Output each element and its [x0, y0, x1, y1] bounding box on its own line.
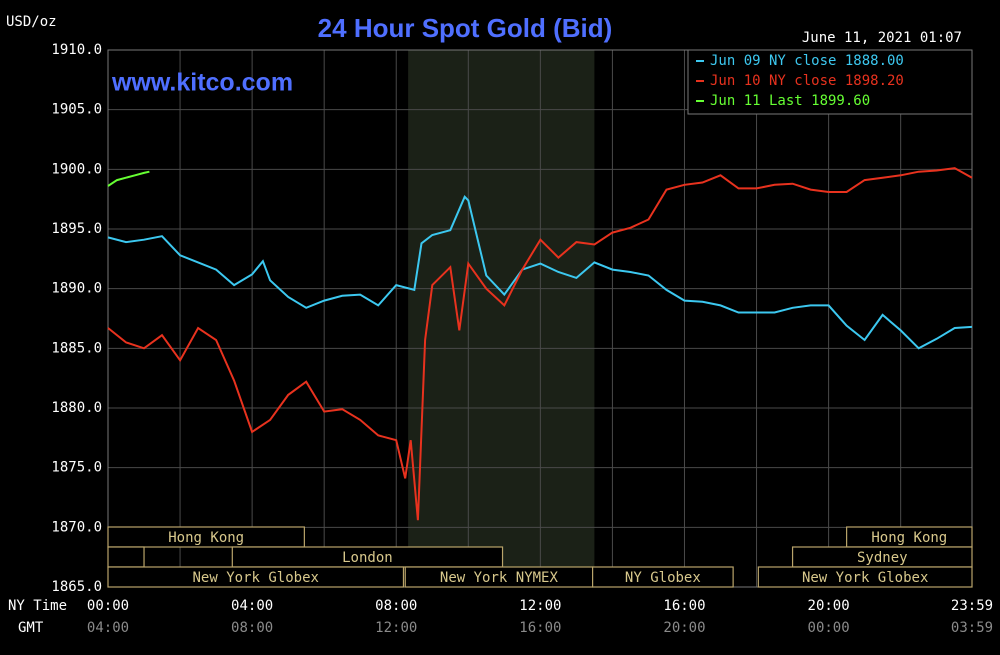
- session-box: [107, 566, 405, 588]
- session-label: New York Globex: [193, 570, 319, 586]
- y-axis-label: USD/oz: [6, 14, 57, 30]
- session-box: [107, 546, 145, 568]
- x-tick-label: 12:00: [519, 598, 561, 614]
- session-label: Sydney: [857, 550, 908, 566]
- y-tick-label: 1890.0: [51, 281, 102, 297]
- timestamp: June 11, 2021 01:07: [802, 30, 962, 46]
- secondary-x-tick-label: 08:00: [231, 620, 273, 636]
- y-tick-label: 1865.0: [51, 579, 102, 595]
- secondary-x-tick-label: 16:00: [519, 620, 561, 636]
- session-box: [757, 566, 973, 588]
- x-tick-label: 00:00: [87, 598, 129, 614]
- secondary-x-tick-label: 00:00: [808, 620, 850, 636]
- legend-box: [687, 49, 973, 115]
- chart-title: 24 Hour Spot Gold (Bid): [318, 13, 613, 43]
- session-label: Hong Kong: [168, 530, 244, 546]
- x-tick-label: 16:00: [663, 598, 705, 614]
- price-line: [107, 170, 150, 187]
- secondary-x-tick-label: 12:00: [375, 620, 417, 636]
- y-tick-label: 1875.0: [51, 460, 102, 476]
- y-tick-label: 1870.0: [51, 519, 102, 535]
- x-tick-label: 23:59: [951, 598, 993, 614]
- secondary-x-tick-label: 04:00: [87, 620, 129, 636]
- y-tick-label: 1910.0: [51, 42, 102, 58]
- y-tick-label: 1885.0: [51, 340, 102, 356]
- x-tick-label: 08:00: [375, 598, 417, 614]
- session-label: NY Globex: [625, 570, 701, 586]
- y-tick-label: 1880.0: [51, 400, 102, 416]
- price-line: [107, 195, 973, 350]
- secondary-x-tick-label: 20:00: [663, 620, 705, 636]
- x-tick-label: 20:00: [808, 598, 850, 614]
- shaded-session: [408, 50, 595, 587]
- legend-label: Jun 09 NY close 1888.00: [710, 53, 904, 69]
- session-label: New York Globex: [802, 570, 928, 586]
- legend-label: Jun 10 NY close 1898.20: [710, 73, 904, 89]
- watermark: www.kitco.com: [111, 69, 293, 97]
- session-label: Hong Kong: [871, 530, 947, 546]
- y-tick-label: 1900.0: [51, 161, 102, 177]
- session-label: London: [342, 550, 393, 566]
- secondary-x-tick-label: 03:59: [951, 620, 993, 636]
- session-label: New York NYMEX: [440, 570, 559, 586]
- y-tick-label: 1905.0: [51, 102, 102, 118]
- x-tick-label: 04:00: [231, 598, 273, 614]
- y-tick-label: 1895.0: [51, 221, 102, 237]
- session-box: [107, 526, 305, 548]
- session-box: [592, 566, 734, 588]
- secondary-x-axis-label: GMT: [18, 620, 44, 636]
- price-line: [107, 167, 973, 521]
- x-axis-label: NY Time: [8, 598, 67, 614]
- legend-label: Jun 11 Last 1899.60: [710, 93, 870, 109]
